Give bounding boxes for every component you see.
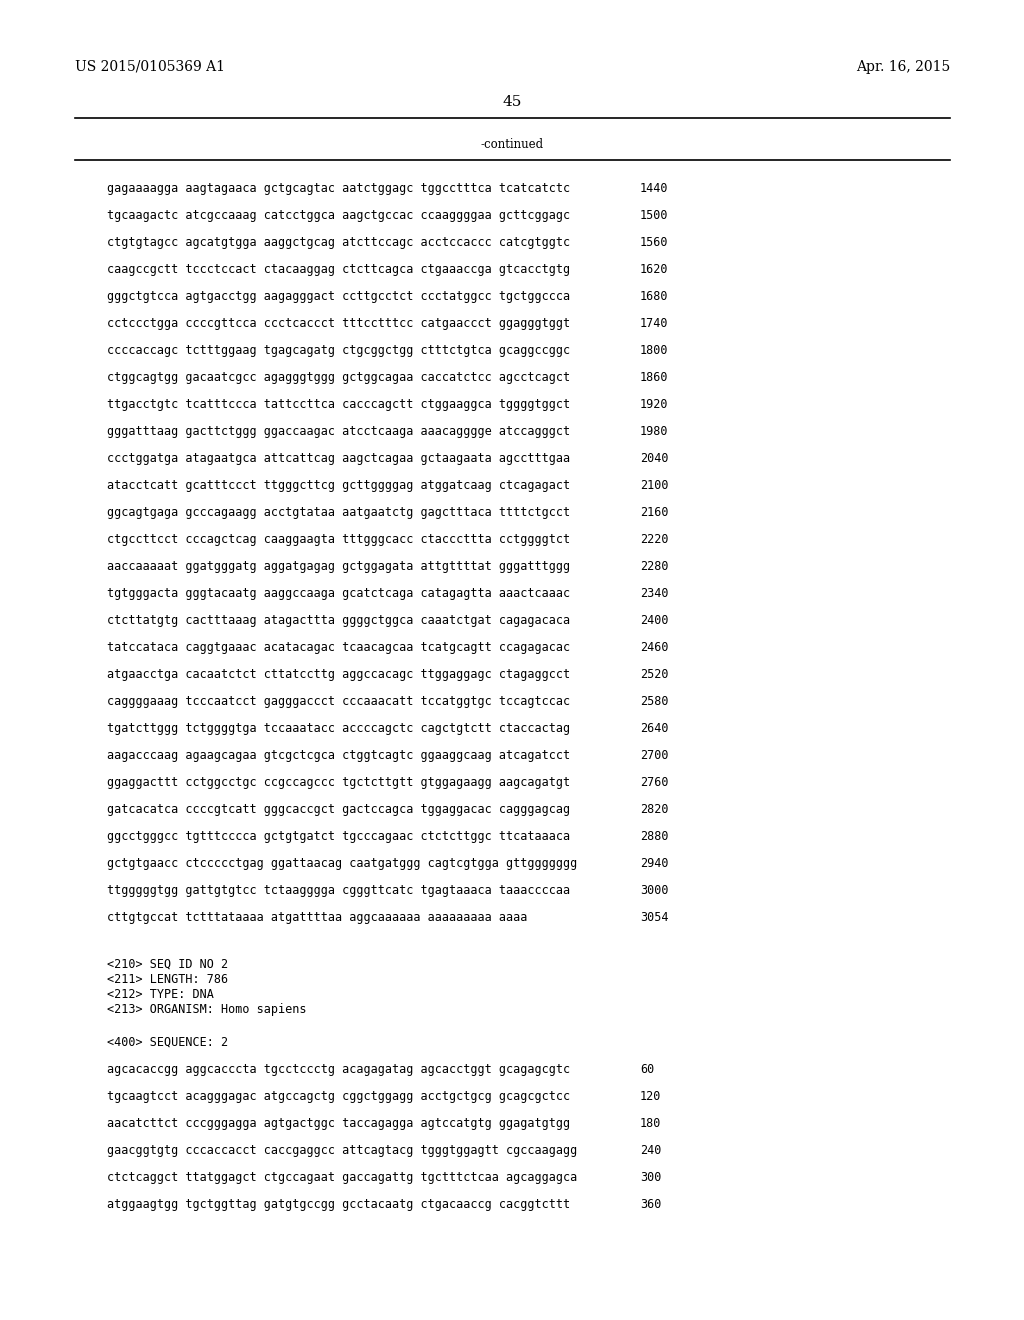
Text: ggcagtgaga gcccagaagg acctgtataa aatgaatctg gagctttaca ttttctgcct: ggcagtgaga gcccagaagg acctgtataa aatgaat… [106,506,570,519]
Text: ctgccttcct cccagctcag caaggaagta tttgggcacc ctacccttta cctggggtct: ctgccttcct cccagctcag caaggaagta tttgggc… [106,533,570,546]
Text: <212> TYPE: DNA: <212> TYPE: DNA [106,987,214,1001]
Text: 2460: 2460 [640,642,669,653]
Text: <400> SEQUENCE: 2: <400> SEQUENCE: 2 [106,1036,228,1049]
Text: 60: 60 [640,1063,654,1076]
Text: 2760: 2760 [640,776,669,789]
Text: 1860: 1860 [640,371,669,384]
Text: 2820: 2820 [640,803,669,816]
Text: 1800: 1800 [640,345,669,356]
Text: 2340: 2340 [640,587,669,601]
Text: ccctggatga atagaatgca attcattcag aagctcagaa gctaagaata agcctttgaa: ccctggatga atagaatgca attcattcag aagctca… [106,451,570,465]
Text: 1980: 1980 [640,425,669,438]
Text: 1500: 1500 [640,209,669,222]
Text: 2040: 2040 [640,451,669,465]
Text: 2520: 2520 [640,668,669,681]
Text: -continued: -continued [480,139,544,150]
Text: 1680: 1680 [640,290,669,304]
Text: 1560: 1560 [640,236,669,249]
Text: 3054: 3054 [640,911,669,924]
Text: atgaacctga cacaatctct cttatccttg aggccacagc ttggaggagc ctagaggcct: atgaacctga cacaatctct cttatccttg aggccac… [106,668,570,681]
Text: caagccgctt tccctccact ctacaaggag ctcttcagca ctgaaaccga gtcacctgtg: caagccgctt tccctccact ctacaaggag ctcttca… [106,263,570,276]
Text: ccccaccagc tctttggaag tgagcagatg ctgcggctgg ctttctgtca gcaggccggc: ccccaccagc tctttggaag tgagcagatg ctgcggc… [106,345,570,356]
Text: 2700: 2700 [640,748,669,762]
Text: gagaaaagga aagtagaaca gctgcagtac aatctggagc tggcctttca tcatcatctc: gagaaaagga aagtagaaca gctgcagtac aatctgg… [106,182,570,195]
Text: 120: 120 [640,1090,662,1104]
Text: tatccataca caggtgaaac acatacagac tcaacagcaa tcatgcagtt ccagagacac: tatccataca caggtgaaac acatacagac tcaacag… [106,642,570,653]
Text: 3000: 3000 [640,884,669,898]
Text: aacatcttct cccgggagga agtgactggc taccagagga agtccatgtg ggagatgtgg: aacatcttct cccgggagga agtgactggc taccaga… [106,1117,570,1130]
Text: <211> LENGTH: 786: <211> LENGTH: 786 [106,973,228,986]
Text: ttgacctgtc tcatttccca tattccttca cacccagctt ctggaaggca tggggtggct: ttgacctgtc tcatttccca tattccttca cacccag… [106,399,570,411]
Text: gatcacatca ccccgtcatt gggcaccgct gactccagca tggaggacac cagggagcag: gatcacatca ccccgtcatt gggcaccgct gactcca… [106,803,570,816]
Text: 2880: 2880 [640,830,669,843]
Text: 2220: 2220 [640,533,669,546]
Text: 360: 360 [640,1199,662,1210]
Text: Apr. 16, 2015: Apr. 16, 2015 [856,59,950,74]
Text: 240: 240 [640,1144,662,1158]
Text: ctctcaggct ttatggagct ctgccagaat gaccagattg tgctttctcaa agcaggagca: ctctcaggct ttatggagct ctgccagaat gaccaga… [106,1171,578,1184]
Text: ggaggacttt cctggcctgc ccgccagccc tgctcttgtt gtggagaagg aagcagatgt: ggaggacttt cctggcctgc ccgccagccc tgctctt… [106,776,570,789]
Text: cctccctgga ccccgttcca ccctcaccct tttcctttcc catgaaccct ggagggtggt: cctccctgga ccccgttcca ccctcaccct tttcctt… [106,317,570,330]
Text: 1920: 1920 [640,399,669,411]
Text: 1740: 1740 [640,317,669,330]
Text: <213> ORGANISM: Homo sapiens: <213> ORGANISM: Homo sapiens [106,1003,306,1016]
Text: agcacaccgg aggcacccta tgcctccctg acagagatag agcacctggt gcagagcgtc: agcacaccgg aggcacccta tgcctccctg acagaga… [106,1063,570,1076]
Text: tgcaagactc atcgccaaag catcctggca aagctgccac ccaaggggaa gcttcggagc: tgcaagactc atcgccaaag catcctggca aagctgc… [106,209,570,222]
Text: aaccaaaaat ggatgggatg aggatgagag gctggagata attgttttat gggatttggg: aaccaaaaat ggatgggatg aggatgagag gctggag… [106,560,570,573]
Text: 2580: 2580 [640,696,669,708]
Text: 2280: 2280 [640,560,669,573]
Text: gctgtgaacc ctccccctgag ggattaacag caatgatggg cagtcgtgga gttggggggg: gctgtgaacc ctccccctgag ggattaacag caatga… [106,857,578,870]
Text: US 2015/0105369 A1: US 2015/0105369 A1 [75,59,225,74]
Text: gggatttaag gacttctggg ggaccaagac atcctcaaga aaacagggge atccagggct: gggatttaag gacttctggg ggaccaagac atcctca… [106,425,570,438]
Text: ctcttatgtg cactttaaag atagacttta ggggctggca caaatctgat cagagacaca: ctcttatgtg cactttaaag atagacttta ggggctg… [106,614,570,627]
Text: atggaagtgg tgctggttag gatgtgccgg gcctacaatg ctgacaaccg cacggtcttt: atggaagtgg tgctggttag gatgtgccgg gcctaca… [106,1199,570,1210]
Text: 2400: 2400 [640,614,669,627]
Text: tgtgggacta gggtacaatg aaggccaaga gcatctcaga catagagtta aaactcaaac: tgtgggacta gggtacaatg aaggccaaga gcatctc… [106,587,570,601]
Text: gaacggtgtg cccaccacct caccgaggcc attcagtacg tgggtggagtt cgccaagagg: gaacggtgtg cccaccacct caccgaggcc attcagt… [106,1144,578,1158]
Text: tgcaagtcct acagggagac atgccagctg cggctggagg acctgctgcg gcagcgctcc: tgcaagtcct acagggagac atgccagctg cggctgg… [106,1090,570,1104]
Text: ggcctgggcc tgtttcccca gctgtgatct tgcccagaac ctctcttggc ttcataaaca: ggcctgggcc tgtttcccca gctgtgatct tgcccag… [106,830,570,843]
Text: 2160: 2160 [640,506,669,519]
Text: caggggaaag tcccaatcct gagggaccct cccaaacatt tccatggtgc tccagtccac: caggggaaag tcccaatcct gagggaccct cccaaac… [106,696,570,708]
Text: ctggcagtgg gacaatcgcc agagggtggg gctggcagaa caccatctcc agcctcagct: ctggcagtgg gacaatcgcc agagggtggg gctggca… [106,371,570,384]
Text: tgatcttggg tctggggtga tccaaatacc accccagctc cagctgtctt ctaccactag: tgatcttggg tctggggtga tccaaatacc accccag… [106,722,570,735]
Text: 2100: 2100 [640,479,669,492]
Text: 2640: 2640 [640,722,669,735]
Text: 1620: 1620 [640,263,669,276]
Text: 2940: 2940 [640,857,669,870]
Text: 180: 180 [640,1117,662,1130]
Text: 300: 300 [640,1171,662,1184]
Text: 45: 45 [503,95,521,110]
Text: ctgtgtagcc agcatgtgga aaggctgcag atcttccagc acctccaccc catcgtggtc: ctgtgtagcc agcatgtgga aaggctgcag atcttcc… [106,236,570,249]
Text: <210> SEQ ID NO 2: <210> SEQ ID NO 2 [106,958,228,972]
Text: ttgggggtgg gattgtgtcc tctaagggga cgggttcatc tgagtaaaca taaaccccaa: ttgggggtgg gattgtgtcc tctaagggga cgggttc… [106,884,570,898]
Text: cttgtgccat tctttataaaa atgattttaa aggcaaaaaa aaaaaaaaa aaaa: cttgtgccat tctttataaaa atgattttaa aggcaa… [106,911,527,924]
Text: gggctgtcca agtgacctgg aagagggact ccttgcctct ccctatggcc tgctggccca: gggctgtcca agtgacctgg aagagggact ccttgcc… [106,290,570,304]
Text: 1440: 1440 [640,182,669,195]
Text: aagacccaag agaagcagaa gtcgctcgca ctggtcagtc ggaaggcaag atcagatcct: aagacccaag agaagcagaa gtcgctcgca ctggtca… [106,748,570,762]
Text: atacctcatt gcatttccct ttgggcttcg gcttggggag atggatcaag ctcagagact: atacctcatt gcatttccct ttgggcttcg gcttggg… [106,479,570,492]
